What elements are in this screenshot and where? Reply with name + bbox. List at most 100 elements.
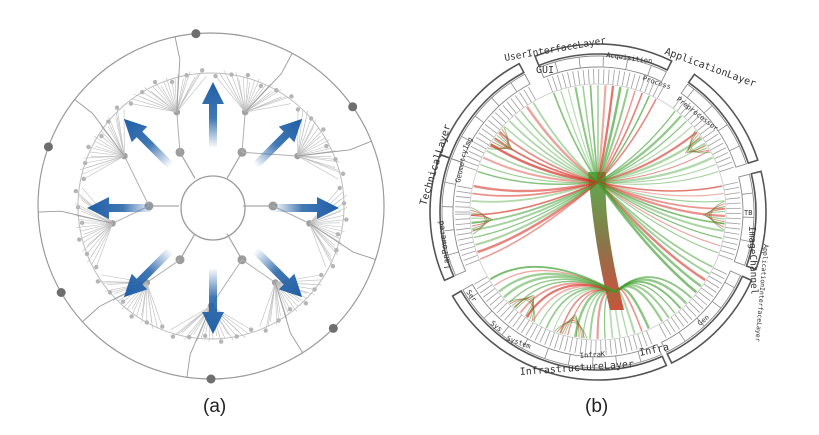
leaf-node bbox=[303, 301, 309, 306]
leaf-tick bbox=[475, 136, 490, 146]
module-divider bbox=[578, 57, 581, 69]
leaf-tick bbox=[703, 283, 717, 293]
local-edge bbox=[470, 207, 486, 235]
module-divider bbox=[483, 310, 493, 319]
leaf-tick bbox=[534, 326, 543, 341]
leaf-edge bbox=[309, 223, 334, 267]
leaf-edge bbox=[176, 75, 207, 113]
leaf-tick bbox=[488, 119, 501, 131]
leaf-tick bbox=[674, 314, 685, 327]
tree-branch bbox=[274, 282, 291, 334]
leaf-edge bbox=[88, 146, 125, 157]
leaf-tick bbox=[652, 82, 660, 97]
leaf-tick bbox=[521, 319, 530, 333]
module-divider bbox=[501, 326, 510, 336]
module-divider bbox=[444, 181, 456, 185]
leaf-tick bbox=[696, 121, 709, 132]
edge-bundle bbox=[473, 181, 599, 239]
leaf-node bbox=[86, 144, 91, 150]
leaf-tick bbox=[714, 152, 729, 160]
leaf-edge bbox=[245, 89, 282, 113]
leaf-tick bbox=[723, 236, 739, 240]
leaf-node bbox=[79, 220, 85, 226]
leaf-node bbox=[107, 290, 113, 295]
leaf-edge bbox=[297, 148, 331, 157]
leaf-node bbox=[263, 328, 268, 333]
module-divider bbox=[625, 58, 629, 70]
edge-bundle bbox=[471, 181, 599, 216]
leaf-edge bbox=[297, 139, 330, 157]
leaf-tick bbox=[641, 332, 648, 347]
leaf-tick bbox=[687, 109, 699, 121]
leaf-edge bbox=[108, 116, 125, 157]
layer-arc bbox=[534, 43, 673, 72]
leaf-tick bbox=[468, 150, 483, 158]
leaf-node bbox=[187, 335, 192, 340]
leaf-tick bbox=[693, 117, 706, 128]
leaf-node bbox=[199, 68, 205, 73]
edge-bundle bbox=[514, 115, 599, 183]
leaf-edge bbox=[309, 223, 343, 228]
module-divider bbox=[474, 115, 484, 124]
leaf-node bbox=[73, 188, 79, 194]
leaf-node bbox=[324, 143, 329, 149]
leaf-edge bbox=[297, 155, 339, 180]
leaf-node bbox=[218, 339, 224, 344]
module-divider bbox=[522, 338, 529, 349]
expand-arrow bbox=[123, 118, 174, 169]
tree-branch bbox=[309, 222, 354, 253]
edge-bundle bbox=[574, 86, 599, 183]
leaf-tick bbox=[455, 206, 471, 208]
module-arc bbox=[660, 270, 742, 353]
leaf-edge bbox=[142, 91, 177, 113]
leaf-tick bbox=[709, 142, 724, 151]
leaf-edge bbox=[244, 81, 251, 113]
leaf-tick bbox=[725, 202, 741, 205]
tree-branch bbox=[226, 233, 243, 260]
local-edge bbox=[561, 316, 580, 338]
edge-bundle bbox=[508, 120, 599, 183]
leaf-tick bbox=[700, 287, 714, 297]
leaf-tick bbox=[506, 101, 517, 114]
module-arc bbox=[450, 73, 531, 163]
leaf-tick bbox=[604, 339, 607, 355]
module-divider bbox=[510, 82, 518, 93]
edge-bundle bbox=[597, 92, 644, 183]
module-divider bbox=[567, 354, 571, 366]
leaf-edge bbox=[245, 96, 292, 113]
leaf-tick bbox=[525, 322, 534, 336]
leaf-edge bbox=[146, 282, 163, 327]
leaf-tick bbox=[523, 89, 533, 103]
outer-node bbox=[206, 374, 216, 384]
leaf-edge bbox=[82, 222, 113, 224]
leaf-edge bbox=[82, 223, 113, 243]
leaf-tick bbox=[722, 240, 738, 246]
leaf-tick bbox=[612, 69, 615, 85]
leaf-edge bbox=[245, 89, 277, 113]
leaf-edge bbox=[274, 282, 279, 321]
label-gui: GUI bbox=[536, 65, 554, 76]
leaf-edge bbox=[238, 78, 246, 113]
leaf-tick bbox=[602, 69, 605, 85]
edge-bundle bbox=[597, 131, 698, 184]
arrow-shape bbox=[87, 197, 153, 219]
leaf-edge bbox=[100, 130, 125, 157]
leaf-edge bbox=[86, 223, 113, 255]
expand-arrow bbox=[202, 268, 224, 334]
edge-bundle bbox=[597, 181, 719, 254]
leaf-tick bbox=[463, 254, 478, 261]
leaf-node bbox=[344, 217, 349, 222]
leaf-edge bbox=[226, 76, 246, 113]
leaf-edge bbox=[174, 77, 178, 113]
leaf-edge bbox=[176, 70, 203, 113]
leaf-tick bbox=[725, 217, 741, 220]
leaf-tick bbox=[678, 311, 689, 324]
leaf-edge bbox=[309, 210, 342, 224]
leaf-tick bbox=[470, 146, 485, 154]
leaf-tick bbox=[574, 338, 578, 354]
leaf-edge bbox=[231, 74, 246, 113]
leaf-node bbox=[337, 185, 342, 191]
module-divider bbox=[461, 136, 472, 143]
leaf-tick bbox=[681, 308, 693, 321]
leaf-tick bbox=[554, 333, 560, 349]
